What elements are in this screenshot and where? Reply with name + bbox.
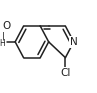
Text: O: O xyxy=(3,21,11,31)
Text: H: H xyxy=(0,39,5,48)
Text: N: N xyxy=(70,37,78,47)
Text: Cl: Cl xyxy=(60,68,71,78)
